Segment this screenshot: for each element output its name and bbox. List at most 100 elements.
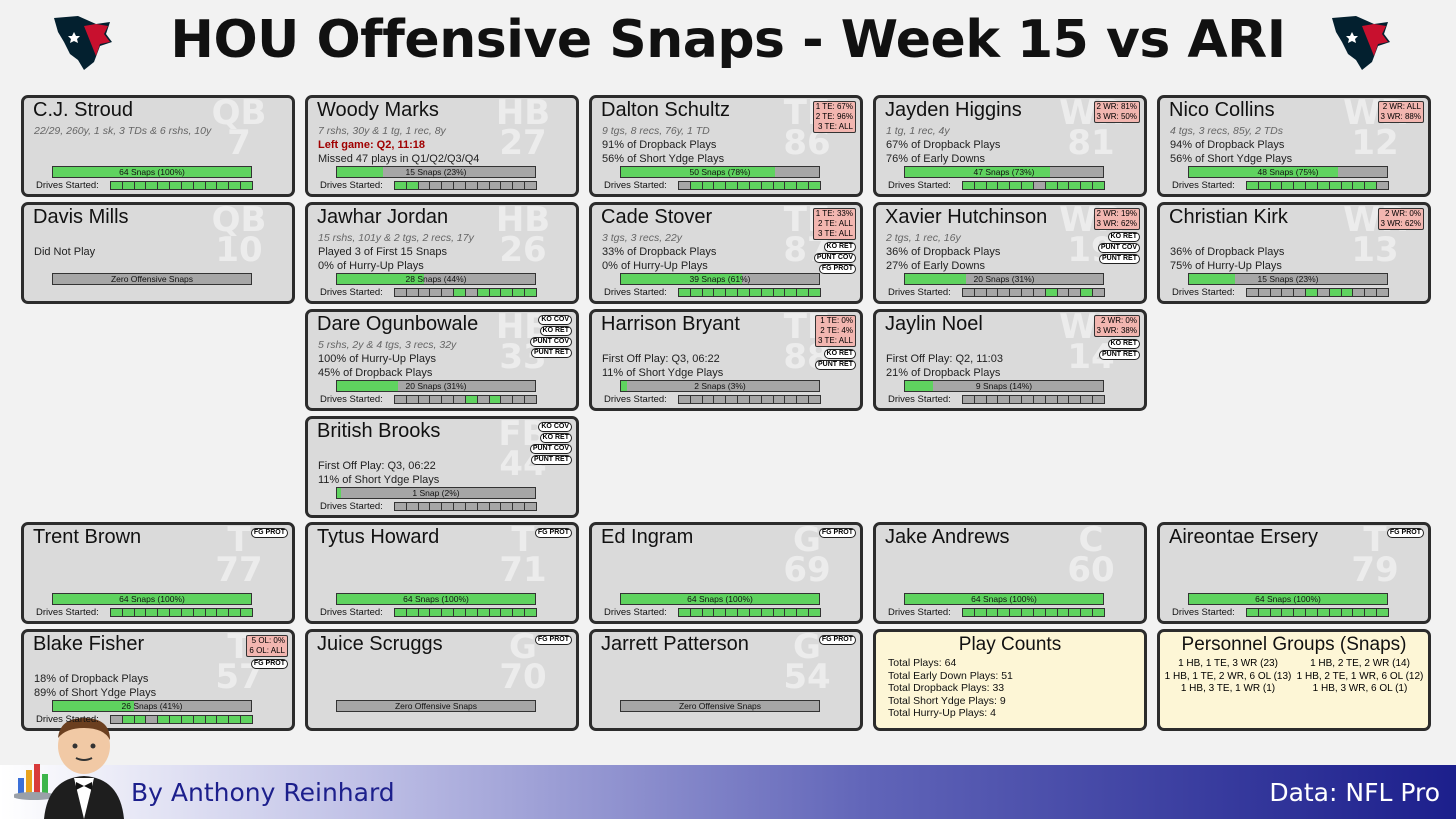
- player-name: Harrison Bryant: [601, 313, 740, 335]
- drives-started-track: [394, 181, 537, 190]
- player-card: C 60 Jake Andrews 64 Snaps (100%) Drives Sta…: [873, 522, 1147, 624]
- snap-share-bar: 28 Snaps (44%): [336, 273, 536, 285]
- usage-note: 56% of Short Ydge Plays: [602, 153, 725, 165]
- drive-segment: [1365, 289, 1378, 296]
- drive-segment: [1010, 396, 1023, 403]
- drives-started-label: Drives Started:: [888, 287, 951, 298]
- drive-segment: [430, 182, 443, 189]
- special-teams-chips: KO RET PUNT COV PUNT RET: [1097, 232, 1140, 265]
- drive-segment: [998, 182, 1011, 189]
- drive-segment: [785, 289, 798, 296]
- stat-line: 15 rshs, 101y & 2 tgs, 2 recs, 17y: [318, 232, 474, 244]
- drive-segment: [442, 289, 455, 296]
- play-count-line: Total Plays: 64: [888, 657, 957, 669]
- snap-share-bar: 1 Snap (2%): [336, 487, 536, 499]
- drive-segment: [998, 609, 1011, 616]
- position-number-watermark: T 71: [478, 522, 568, 587]
- drive-segment: [679, 182, 691, 189]
- drive-segment: [122, 609, 135, 616]
- personnel-share-line: 1 TE: 67%: [815, 102, 853, 111]
- drive-segment: [797, 396, 810, 403]
- drives-started-label: Drives Started:: [1172, 607, 1235, 618]
- player-name: Juice Scruggs: [317, 633, 443, 655]
- position-label: T: [227, 522, 251, 560]
- position-label: T: [511, 522, 535, 560]
- play-count-line: Total Short Ydge Plays: 9: [888, 694, 1006, 707]
- drive-segment: [1069, 396, 1082, 403]
- play-count-line: Total Dropback Plays: 33: [888, 682, 1005, 694]
- jersey-number: 26: [499, 230, 547, 270]
- player-card: HB 27 Woody Marks 7 rshs, 30y & 1 tg, 1 rec…: [305, 95, 579, 197]
- drive-segment: [1022, 396, 1034, 403]
- snap-share-fill: [337, 274, 425, 284]
- drive-segment: [430, 503, 443, 510]
- drive-segment: [986, 396, 999, 403]
- special-teams-chip: PUNT COV: [529, 337, 572, 347]
- drives-started-label: Drives Started:: [888, 394, 951, 405]
- drive-segment: [1377, 289, 1388, 296]
- snap-count-label: 15 Snaps (23%): [405, 167, 467, 177]
- special-teams-chip: KO COV: [538, 315, 572, 325]
- player-name: Tytus Howard: [317, 526, 440, 548]
- special-teams-chips: FG PROT: [534, 528, 572, 539]
- drive-segment: [1258, 609, 1271, 616]
- drive-segment: [1093, 182, 1104, 189]
- snap-share-bar: 47 Snaps (73%): [904, 166, 1104, 178]
- drive-segment: [1270, 609, 1283, 616]
- drives-started-track: [678, 288, 821, 297]
- drive-segment: [395, 609, 407, 616]
- snap-share-bar: 64 Snaps (100%): [904, 593, 1104, 605]
- usage-note: 0% of Hurry-Up Plays: [602, 260, 708, 272]
- snap-share-bar: 64 Snaps (100%): [1188, 593, 1388, 605]
- drive-segment: [1317, 182, 1330, 189]
- usage-note: 33% of Dropback Plays: [602, 246, 717, 258]
- drive-segment: [749, 182, 762, 189]
- player-name: Jake Andrews: [885, 526, 1010, 548]
- drive-segment: [738, 396, 750, 403]
- drive-segment: [1033, 396, 1046, 403]
- drive-segment: [134, 609, 147, 616]
- special-teams-chip: KO RET: [823, 242, 856, 252]
- drive-segment: [170, 716, 182, 723]
- drive-segment: [454, 396, 466, 403]
- player-name: Davis Mills: [33, 206, 129, 228]
- drive-segment: [146, 182, 159, 189]
- personnel-share-line: 2 WR: 81%: [1096, 102, 1137, 111]
- snap-count-label: 28 Snaps (44%): [405, 274, 467, 284]
- personnel-share-line: 1 TE: 33%: [815, 209, 853, 218]
- drives-started-track: [1246, 608, 1389, 617]
- special-teams-chip: KO RET: [823, 349, 856, 359]
- drives-started-label: Drives Started:: [36, 714, 99, 725]
- play-count-line: Total Early Down Plays: 51: [888, 669, 1013, 682]
- snap-share-bar: Zero Offensive Snaps: [620, 700, 820, 712]
- position-number-watermark: C 60: [1046, 525, 1136, 587]
- snap-share-fill: [621, 274, 742, 284]
- drive-segment: [1033, 182, 1046, 189]
- snap-count-label: 1 Snap (2%): [412, 488, 460, 498]
- personnel-groups-panel: Personnel Groups (Snaps) 1 HB, 1 TE, 3 W…: [1157, 629, 1431, 731]
- player-card: TE 88 Harrison Bryant First Off Play: Q3, …: [589, 309, 863, 411]
- drive-segment: [785, 396, 798, 403]
- left-game-note: Left game: Q2, 11:18: [318, 139, 425, 151]
- drives-started-label: Drives Started:: [320, 287, 383, 298]
- player-name: Woody Marks: [317, 99, 439, 121]
- drive-segment: [525, 503, 536, 510]
- drive-segment: [454, 182, 466, 189]
- special-teams-chip: PUNT COV: [813, 253, 856, 263]
- snap-share-fill: [905, 274, 967, 284]
- drive-segment: [974, 396, 987, 403]
- footer: By Anthony Reinhard Data: NFL Pro: [0, 765, 1456, 819]
- drive-segment: [1377, 182, 1388, 189]
- drive-segment: [1081, 182, 1094, 189]
- drive-segment: [1022, 289, 1034, 296]
- drive-segment: [418, 609, 431, 616]
- personnel-group: 1 HB, 3 WR, 6 OL (1): [1312, 683, 1408, 694]
- personnel-share-badge: 2 WR: 0% 3 WR: 62%: [1377, 208, 1424, 230]
- usage-note: First Off Play: Q3, 06:22: [602, 353, 720, 365]
- drive-segment: [1317, 289, 1330, 296]
- drive-segment: [477, 609, 490, 616]
- drive-segment: [1306, 289, 1318, 296]
- drive-segment: [738, 182, 750, 189]
- stat-line: [34, 658, 156, 672]
- personnel-share-line: 3 TE: ALL: [818, 336, 853, 345]
